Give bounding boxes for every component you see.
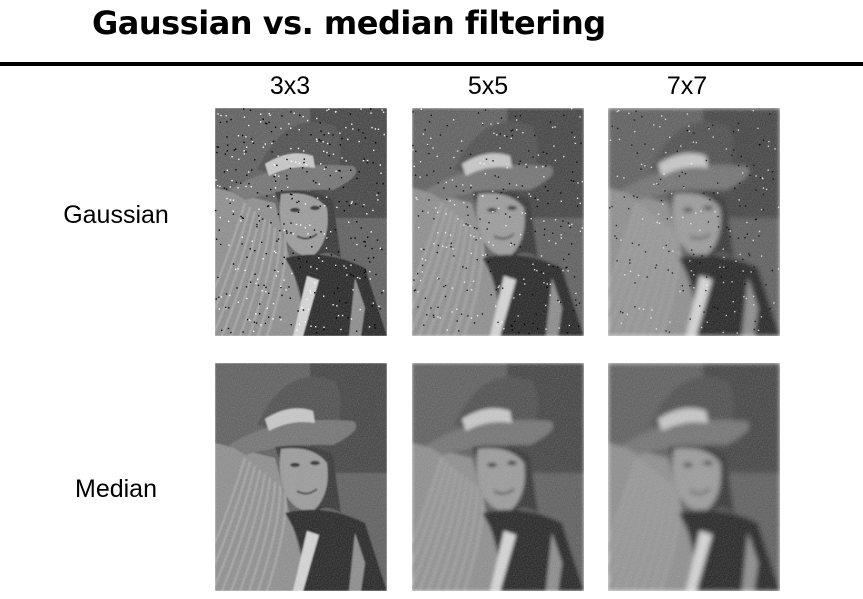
row-label-gaussian: Gaussian — [63, 201, 169, 229]
title-divider — [0, 62, 863, 66]
slide-title: Gaussian vs. median filtering — [92, 4, 606, 42]
median-3x3-image — [215, 363, 387, 591]
gaussian-3x3-image — [215, 108, 387, 336]
column-header-5x5: 5x5 — [467, 72, 509, 100]
median-7x7-image — [608, 363, 780, 591]
gaussian-7x7-image — [608, 108, 780, 336]
column-header-7x7: 7x7 — [666, 72, 708, 100]
gaussian-5x5-image — [412, 108, 584, 336]
median-5x5-image — [412, 363, 584, 591]
row-label-median: Median — [75, 475, 157, 503]
column-header-3x3: 3x3 — [269, 72, 311, 100]
